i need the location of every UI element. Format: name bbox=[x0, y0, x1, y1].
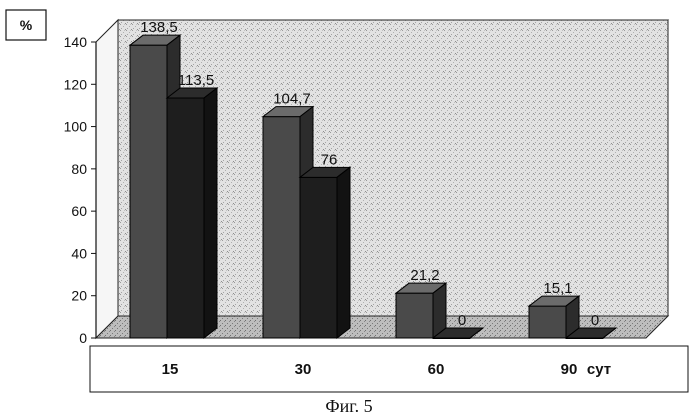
bar-front bbox=[167, 98, 204, 338]
bar-front bbox=[130, 45, 167, 338]
x-tick-label: 90 bbox=[561, 361, 578, 378]
bar-front bbox=[300, 177, 337, 338]
bar bbox=[396, 283, 446, 338]
data-label: 0 bbox=[591, 312, 599, 329]
y-tick-label: 40 bbox=[71, 245, 87, 261]
y-unit-label: % bbox=[20, 17, 33, 33]
y-tick-label: 20 bbox=[71, 288, 87, 304]
data-label: 113,5 bbox=[178, 72, 214, 89]
bar-side bbox=[337, 167, 350, 338]
y-axis-ticks: 0 20 40 60 80 100 120 140 bbox=[64, 34, 96, 346]
y-tick-label: 80 bbox=[71, 161, 87, 177]
y-tick-label: 0 bbox=[79, 330, 87, 346]
x-tick-label: 60 bbox=[428, 361, 445, 378]
y-tick-label: 120 bbox=[64, 76, 88, 92]
bar bbox=[300, 167, 350, 338]
bar-front bbox=[263, 117, 300, 338]
x-unit-label: сут bbox=[587, 361, 611, 378]
bar-side bbox=[204, 88, 217, 338]
bar bbox=[529, 296, 579, 338]
x-tick-label: 15 bbox=[162, 361, 179, 378]
data-label: 0 bbox=[458, 312, 466, 329]
left-side-wall bbox=[96, 20, 118, 338]
data-label: 21,2 bbox=[410, 267, 439, 284]
data-label: 138,5 bbox=[140, 19, 178, 36]
bar-front bbox=[529, 306, 566, 338]
bar-front bbox=[396, 293, 433, 338]
y-tick-label: 60 bbox=[71, 203, 87, 219]
y-tick-label: 140 bbox=[64, 34, 88, 50]
x-axis-table: 15 30 60 90 сут bbox=[90, 346, 688, 392]
data-label: 104,7 bbox=[273, 91, 311, 108]
bar bbox=[167, 88, 217, 338]
y-unit-box: % bbox=[6, 10, 46, 40]
figure-caption: Фиг. 5 bbox=[325, 396, 372, 416]
data-label: 15,1 bbox=[543, 280, 572, 297]
y-tick-label: 100 bbox=[64, 119, 88, 135]
data-label: 76 bbox=[321, 151, 338, 168]
x-tick-label: 30 bbox=[295, 361, 312, 378]
